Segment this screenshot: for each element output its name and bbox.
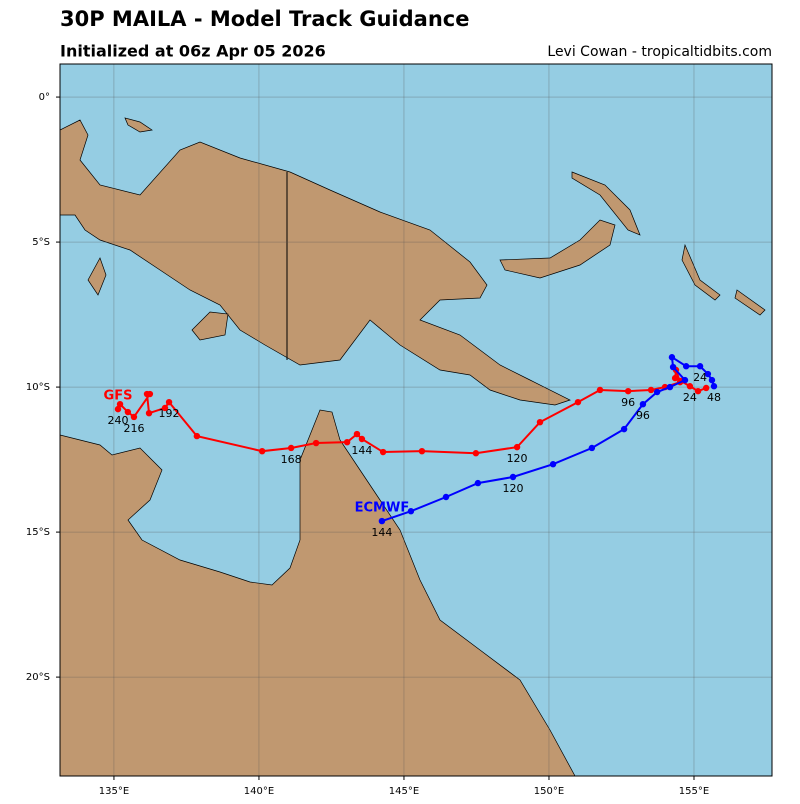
track-point (653, 388, 661, 396)
island (87, 257, 107, 296)
track-point (694, 387, 702, 395)
track-point (536, 418, 544, 426)
track-point (710, 383, 718, 390)
track-point (161, 404, 169, 412)
track-point (682, 363, 690, 370)
track-point (146, 390, 154, 398)
track-point (378, 517, 386, 525)
hour-label: 24 (683, 391, 697, 404)
track-point (681, 376, 689, 384)
track-point (353, 430, 361, 438)
chart-title: 30P MAILA - Model Track Guidance (60, 7, 469, 31)
x-tick-label: 140°E (244, 786, 274, 797)
track-point (702, 384, 710, 392)
y-tick-label: 20°S (26, 672, 50, 683)
ticks: 135°E 140°E 145°E 150°E 155°E 0° 5°S 10°S 15°S 20… (26, 92, 709, 797)
track-point (513, 443, 521, 451)
map-frame (59, 63, 773, 777)
x-tick-label: 155°E (679, 786, 709, 797)
hour-label: 192 (159, 407, 180, 420)
track-point (669, 363, 677, 371)
x-tick-label: 145°E (389, 786, 419, 797)
hour-label: 240 (108, 414, 129, 427)
track-point (596, 386, 604, 394)
track-point (287, 444, 295, 452)
track-point (116, 400, 124, 408)
track-point (379, 448, 387, 456)
y-tick-label: 5°S (32, 237, 50, 248)
y-tick-label: 0° (39, 92, 50, 103)
chart-subtitle: Initialized at 06z Apr 05 2026 (60, 42, 326, 61)
track-point (708, 376, 716, 384)
island (191, 311, 229, 341)
track-point (624, 387, 632, 395)
credit: Levi Cowan - tropicaltidbits.com (547, 44, 772, 60)
series-label: GFS (104, 389, 133, 404)
track-point (312, 439, 320, 447)
track-point (574, 398, 582, 406)
y-tick-label: 15°S (26, 527, 50, 538)
track-point (647, 386, 655, 394)
track-point (549, 461, 557, 468)
solomon-island (734, 289, 766, 316)
track-point (358, 435, 366, 443)
track-point (418, 447, 426, 455)
track-point (588, 444, 596, 452)
y-tick-label: 10°S (26, 382, 50, 393)
hour-label: 48 (707, 391, 721, 404)
hour-label: 24 (693, 371, 707, 384)
track-point (124, 408, 132, 416)
track-point (509, 473, 517, 481)
track-point (258, 447, 266, 455)
track-point (474, 479, 482, 487)
hour-label: 96 (621, 396, 635, 409)
track-point (639, 400, 647, 408)
new-ireland (571, 171, 641, 236)
track-point (666, 383, 674, 391)
track-point (407, 508, 415, 515)
hour-label: 144 (371, 526, 392, 539)
track-point (193, 432, 201, 440)
track-point (165, 398, 173, 406)
track-point (696, 363, 704, 370)
australia (60, 409, 576, 776)
solomon-island (681, 243, 721, 301)
track-point (130, 413, 138, 421)
hour-label: 216 (123, 422, 144, 435)
new-guinea (60, 119, 571, 406)
track-point (704, 370, 712, 378)
hour-label: 96 (636, 409, 650, 422)
track-point (145, 409, 153, 417)
hour-label: 120 (507, 452, 528, 465)
track-point (343, 438, 351, 446)
hour-label: 168 (281, 453, 302, 466)
x-tick-label: 150°E (534, 786, 564, 797)
track-point (668, 354, 676, 361)
hour-label: 144 (351, 444, 372, 457)
hour-label: 120 (503, 482, 524, 495)
track-point (620, 425, 628, 433)
track-point (114, 405, 122, 413)
track-point (472, 450, 480, 457)
track-point (442, 493, 450, 501)
track-point (671, 374, 679, 382)
series-label: ECMWF (355, 501, 410, 516)
track-point (686, 383, 694, 390)
island (124, 117, 153, 133)
x-tick-label: 135°E (99, 786, 129, 797)
new-britain (499, 219, 616, 279)
grid (60, 64, 772, 776)
